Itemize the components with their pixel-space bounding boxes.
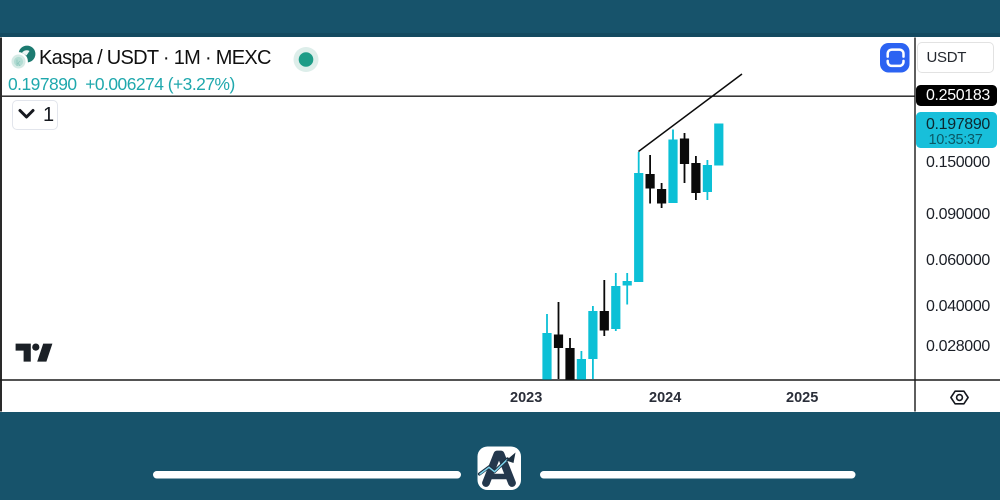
svg-text:k: k xyxy=(16,58,21,68)
